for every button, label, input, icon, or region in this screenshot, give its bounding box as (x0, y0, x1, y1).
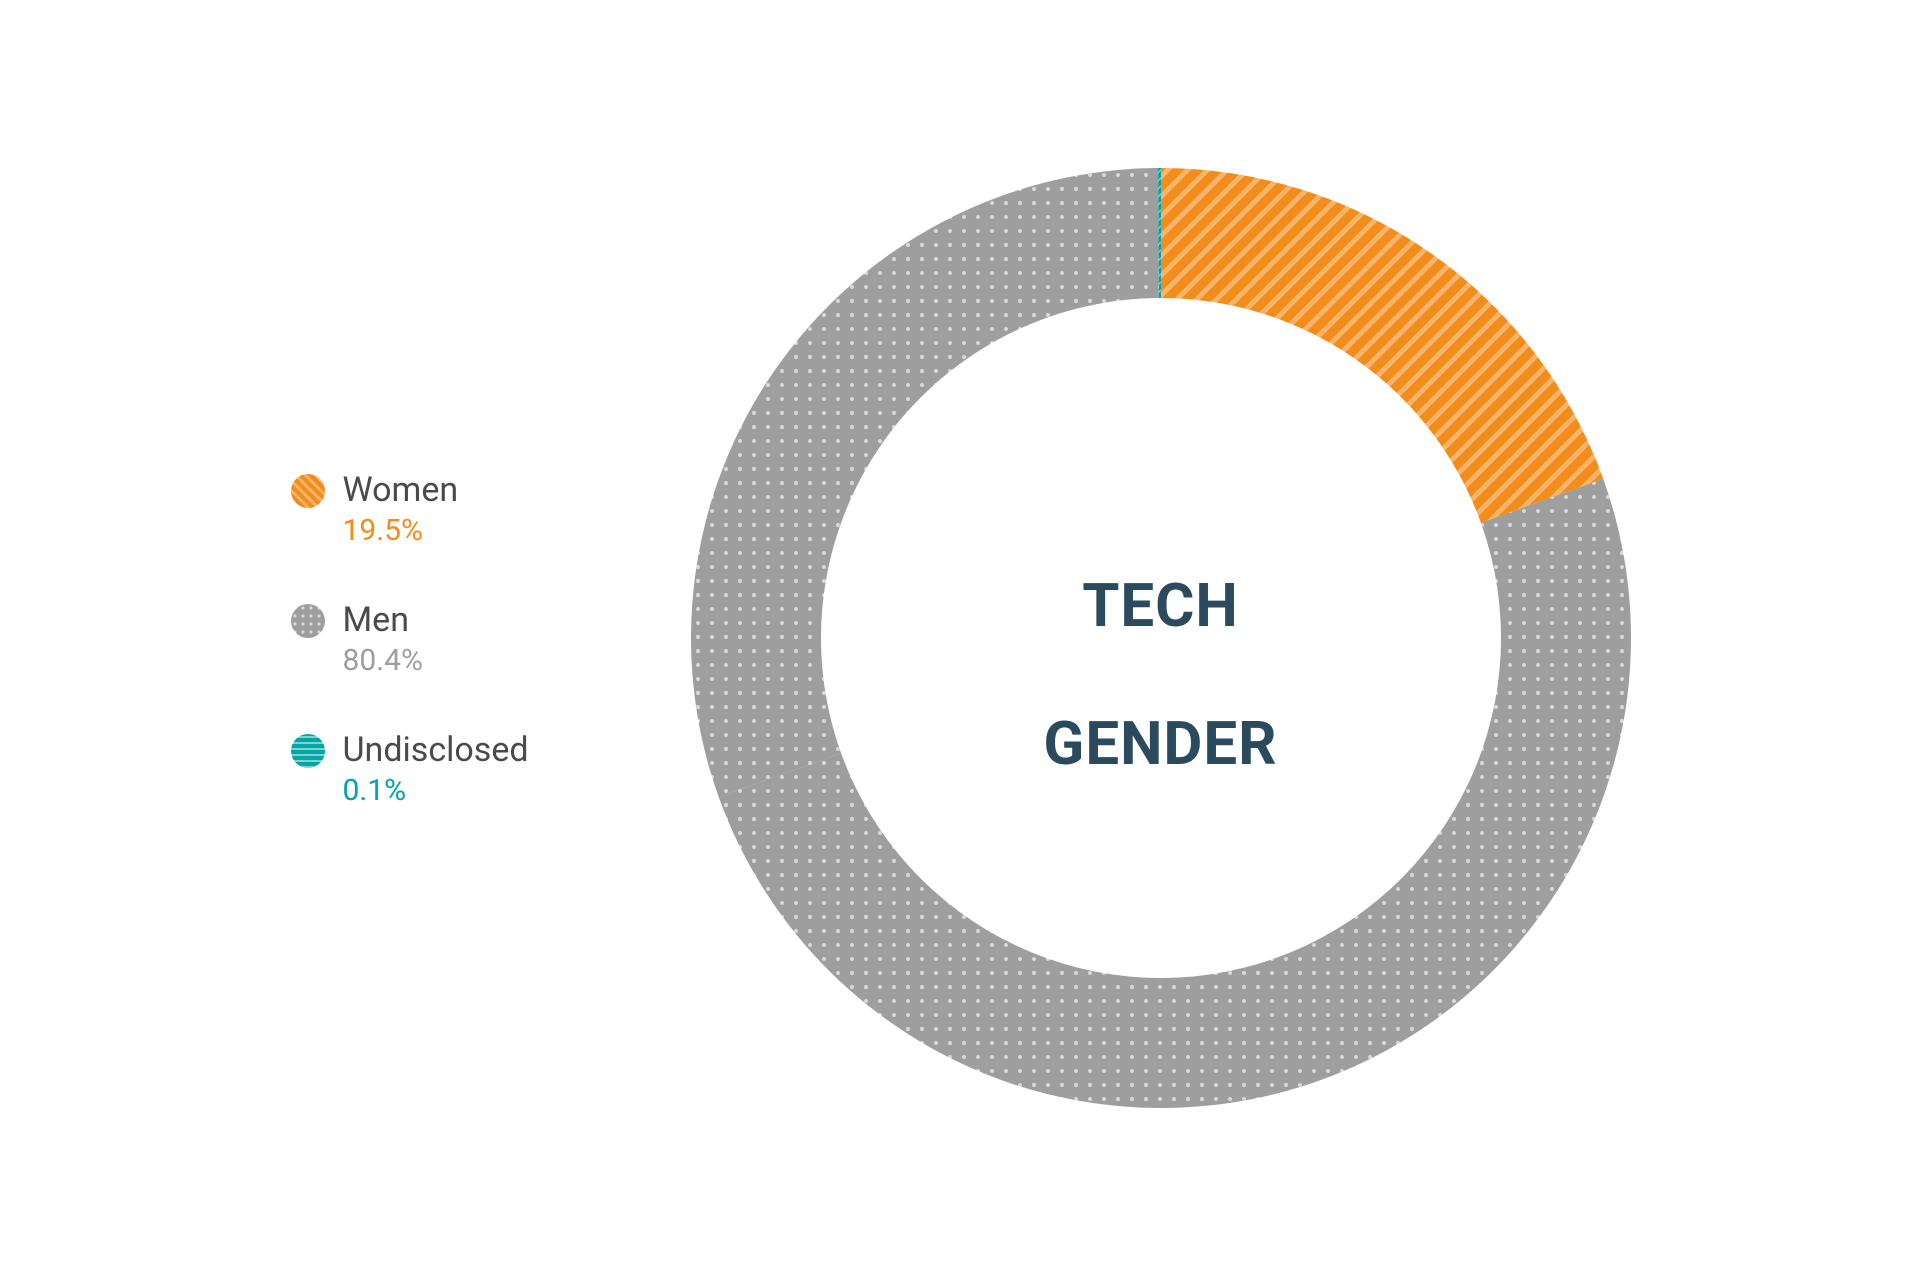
legend-label-men: Men (343, 600, 423, 641)
legend-label-women: Women (343, 470, 459, 511)
legend-value-undisclosed: 0.1% (343, 771, 529, 810)
legend-item-men: Men 80.4% (291, 600, 551, 680)
legend-swatch-men (291, 604, 325, 638)
legend-label-undisclosed: Undisclosed (343, 730, 529, 771)
legend-item-undisclosed: Undisclosed 0.1% (291, 730, 551, 810)
donut-slice-women (1161, 168, 1603, 523)
legend-item-women: Women 19.5% (291, 470, 551, 550)
chart-title-line2: GENDER (1043, 708, 1277, 779)
donut-box: TECH GENDER (691, 168, 1631, 1112)
chart-title-line1: TECH (1082, 570, 1239, 641)
legend-value-men: 80.4% (343, 641, 423, 680)
legend: Women 19.5% Men 80.4% Undisclosed 0.1% (291, 470, 551, 809)
legend-swatch-women (291, 474, 325, 508)
legend-swatch-undisclosed (291, 734, 325, 768)
donut-chart: Women 19.5% Men 80.4% Undisclosed 0.1% T… (291, 168, 1631, 1112)
legend-value-women: 19.5% (343, 511, 459, 550)
chart-title: TECH GENDER (1043, 502, 1277, 778)
